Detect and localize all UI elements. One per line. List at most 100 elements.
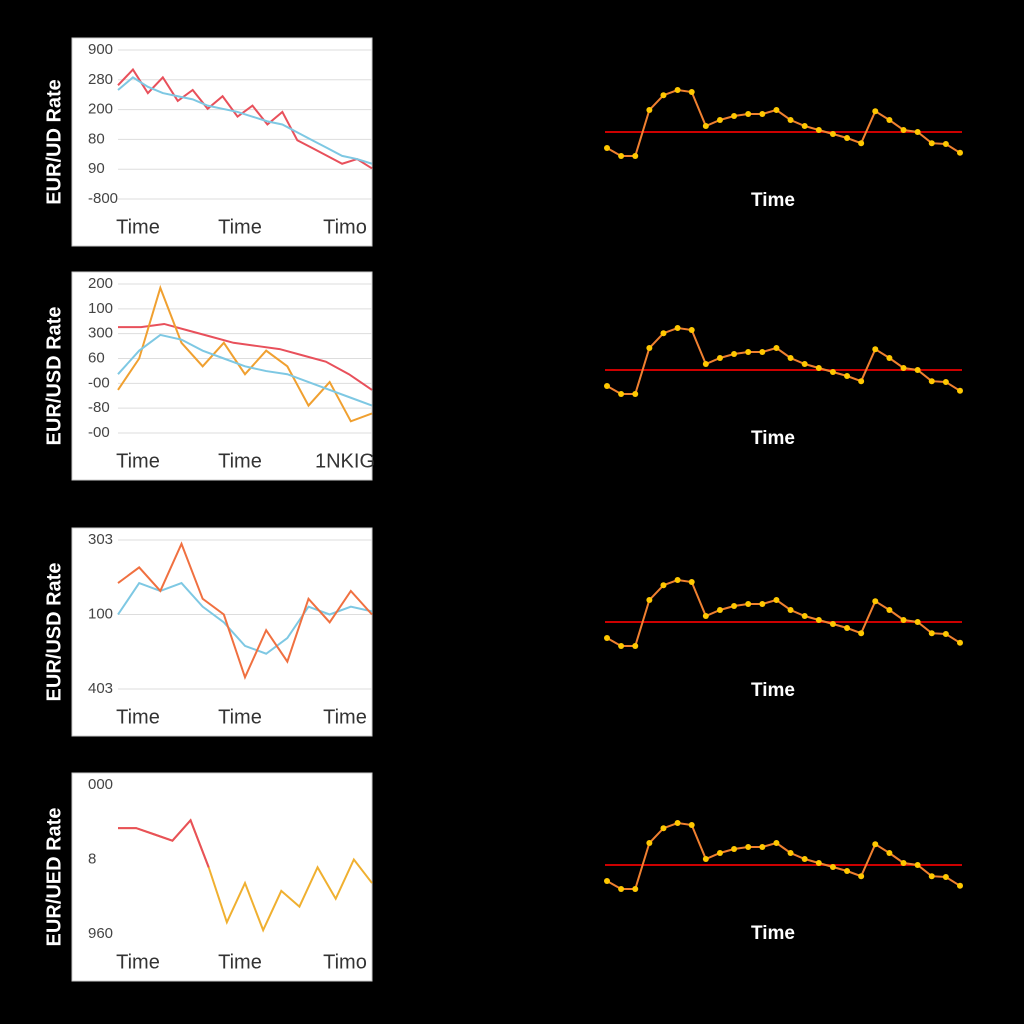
point [829, 864, 836, 870]
y-axis-label: EUR/USD Rate [43, 563, 65, 702]
point [815, 365, 822, 371]
point [914, 862, 921, 868]
y-tick-label: 403 [88, 680, 113, 697]
point [900, 365, 907, 371]
x-tick-label: Time [116, 951, 160, 973]
point [914, 367, 921, 373]
point [618, 643, 625, 649]
point [872, 346, 879, 353]
series-line [118, 818, 210, 868]
y-tick-label: 8 [88, 850, 96, 867]
point [872, 598, 879, 605]
point [745, 844, 752, 850]
y-tick-label: -00 [88, 424, 110, 441]
point [646, 345, 653, 351]
point [745, 111, 752, 117]
point [858, 873, 865, 880]
point [660, 92, 667, 99]
x-tick-label: Timo [323, 951, 367, 973]
point [731, 351, 738, 357]
point [886, 850, 893, 856]
x-axis-label: Time [751, 428, 795, 449]
point [773, 345, 780, 351]
point [716, 607, 723, 613]
point [632, 391, 639, 397]
y-tick-label: -00 [88, 374, 110, 391]
point [844, 135, 851, 141]
series-line [117, 67, 373, 170]
point [759, 349, 766, 355]
point [858, 630, 865, 637]
point [773, 107, 780, 113]
point [886, 117, 893, 123]
point [745, 601, 752, 607]
x-tick-label: Time [218, 450, 262, 472]
point [886, 607, 893, 613]
point [858, 140, 865, 147]
y-axis-label: EUR/USD Rate [43, 307, 65, 446]
point [660, 330, 667, 337]
point [942, 631, 949, 637]
x-tick-label: Time [116, 706, 160, 728]
point [942, 141, 949, 147]
y-tick-label: 300 [88, 325, 113, 342]
point [759, 601, 766, 607]
y-tick-label: 280 [88, 71, 113, 88]
point [942, 874, 949, 880]
chart-panel [71, 37, 373, 247]
x-tick-label: Time [116, 216, 160, 238]
point [815, 617, 822, 623]
point [957, 882, 963, 889]
point [801, 123, 808, 129]
chart-panel [71, 772, 373, 982]
point [787, 850, 794, 856]
y-tick-label: 960 [88, 925, 113, 942]
point [604, 878, 610, 884]
point [688, 579, 695, 585]
series-line [117, 333, 373, 407]
point [604, 145, 610, 151]
point [731, 603, 738, 609]
y-tick-label: 90 [88, 160, 105, 177]
point [702, 123, 709, 129]
point [858, 378, 865, 385]
point [844, 373, 851, 379]
point [646, 107, 653, 113]
point [787, 607, 794, 613]
point [716, 355, 723, 361]
point [688, 89, 695, 95]
point [646, 840, 653, 846]
point [632, 643, 639, 649]
y-tick-label: 303 [88, 531, 113, 548]
point [787, 355, 794, 361]
point [688, 822, 695, 828]
point [815, 127, 822, 133]
y-tick-label: 200 [88, 275, 113, 292]
point [632, 153, 639, 159]
series-line [117, 284, 373, 423]
point [674, 87, 681, 93]
point [618, 153, 625, 159]
point [787, 117, 794, 123]
point [900, 127, 907, 133]
point [829, 131, 836, 137]
y-axis-label: EUR/UD Rate [43, 79, 65, 205]
y-axis-label: EUR/UED Rate [43, 808, 65, 947]
point [957, 387, 963, 394]
point [674, 325, 681, 331]
series-line [117, 76, 373, 165]
point [773, 840, 780, 846]
x-tick-label: Time [218, 216, 262, 238]
y-tick-label: -800 [88, 190, 118, 207]
point [928, 140, 935, 147]
point [618, 391, 625, 397]
point [702, 361, 709, 367]
point [604, 383, 610, 389]
x-tick-label: Time [116, 450, 160, 472]
point [914, 619, 921, 625]
point [632, 886, 639, 892]
point [773, 597, 780, 603]
point [716, 850, 723, 856]
x-tick-label: 1NKIG [315, 450, 375, 472]
